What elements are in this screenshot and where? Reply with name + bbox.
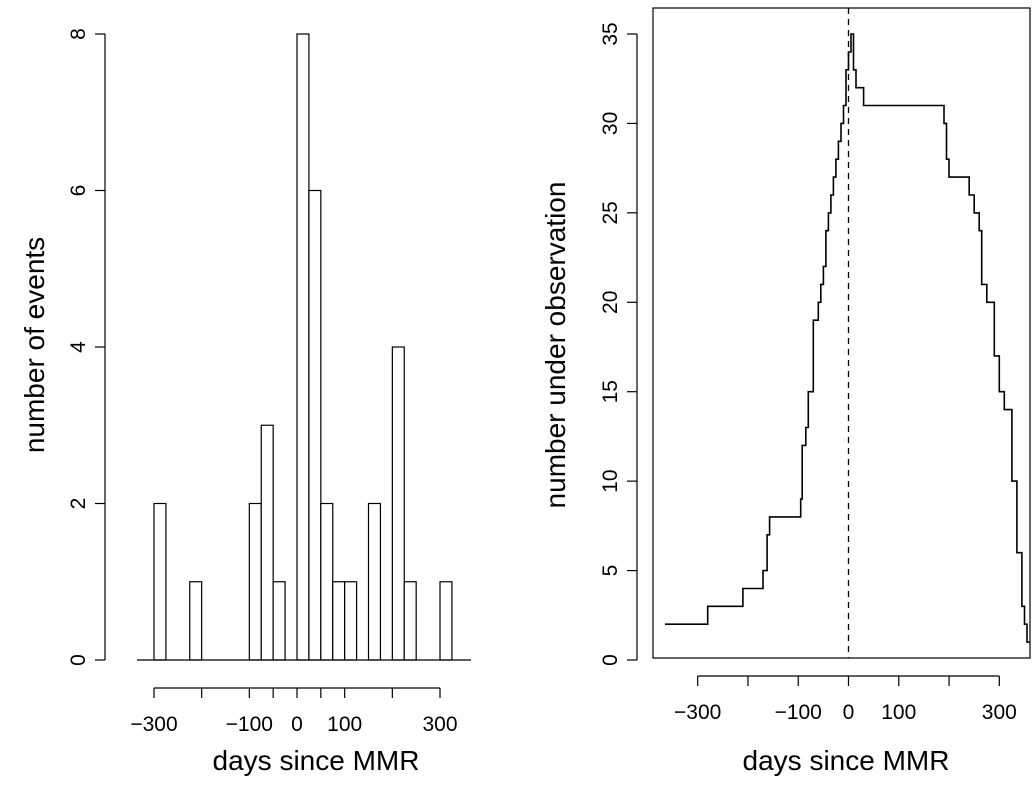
y-tick-label: 5 (599, 565, 622, 577)
y-tick-label: 8 (67, 28, 90, 40)
histogram-bar (320, 502, 334, 661)
histogram-bar (260, 424, 274, 661)
x-tick-label: 0 (843, 701, 855, 724)
histogram-bars (153, 33, 453, 661)
y-tick-label: 2 (67, 498, 90, 510)
x-tick-label: 300 (422, 713, 457, 736)
plot-frame (652, 7, 1031, 659)
histogram-bar (272, 581, 286, 661)
y-tick-label: 0 (67, 654, 90, 666)
right-step-panel: −300 −100 0 100 300 0 5 10 15 20 25 30 35 days sinc… (540, 7, 1031, 776)
y-axis-ticks: 0 2 4 6 8 (67, 28, 105, 666)
histogram-bar (344, 581, 358, 661)
y-axis-ticks: 0 5 10 15 20 25 30 35 (599, 22, 637, 666)
x-tick-label: 100 (327, 713, 362, 736)
x-tick-label: −100 (775, 701, 822, 724)
y-axis-title: number of events (19, 237, 50, 453)
x-axis-ticks: −300 −100 0 100 300 (674, 676, 1017, 724)
y-tick-label: 4 (67, 341, 90, 353)
histogram-bar (296, 33, 310, 661)
x-tick-label: 300 (982, 701, 1017, 724)
x-tick-label: −100 (226, 713, 273, 736)
x-tick-label: −300 (674, 701, 721, 724)
y-tick-label: 10 (599, 469, 622, 492)
histogram-bar (189, 581, 203, 661)
histogram-bar (248, 502, 262, 661)
y-tick-label: 30 (599, 112, 622, 135)
y-tick-label: 35 (599, 22, 622, 45)
y-tick-label: 25 (599, 201, 622, 224)
histogram-bar (367, 502, 382, 661)
step-line-series (665, 33, 1030, 643)
left-histogram-panel: −300 −100 0 100 300 0 2 4 6 8 days since MMR num… (19, 28, 471, 776)
x-axis-ticks: −300 −100 0 100 300 (130, 688, 458, 736)
y-tick-label: 0 (599, 654, 622, 666)
histogram-bar (391, 346, 405, 661)
x-tick-label: 100 (881, 701, 916, 724)
x-axis-title: days since MMR (213, 745, 420, 776)
histogram-bar (153, 502, 167, 661)
histogram-bar (439, 581, 453, 661)
x-axis-title: days since MMR (743, 745, 950, 776)
histogram-bar (332, 581, 346, 661)
x-tick-label: −300 (130, 713, 177, 736)
y-tick-label: 15 (599, 380, 622, 403)
x-tick-label: 0 (291, 713, 303, 736)
histogram-bar (403, 581, 417, 661)
y-axis-title: number under observation (540, 182, 571, 509)
histogram-bar (308, 189, 322, 661)
y-tick-label: 6 (67, 185, 90, 197)
y-tick-label: 20 (599, 291, 622, 314)
